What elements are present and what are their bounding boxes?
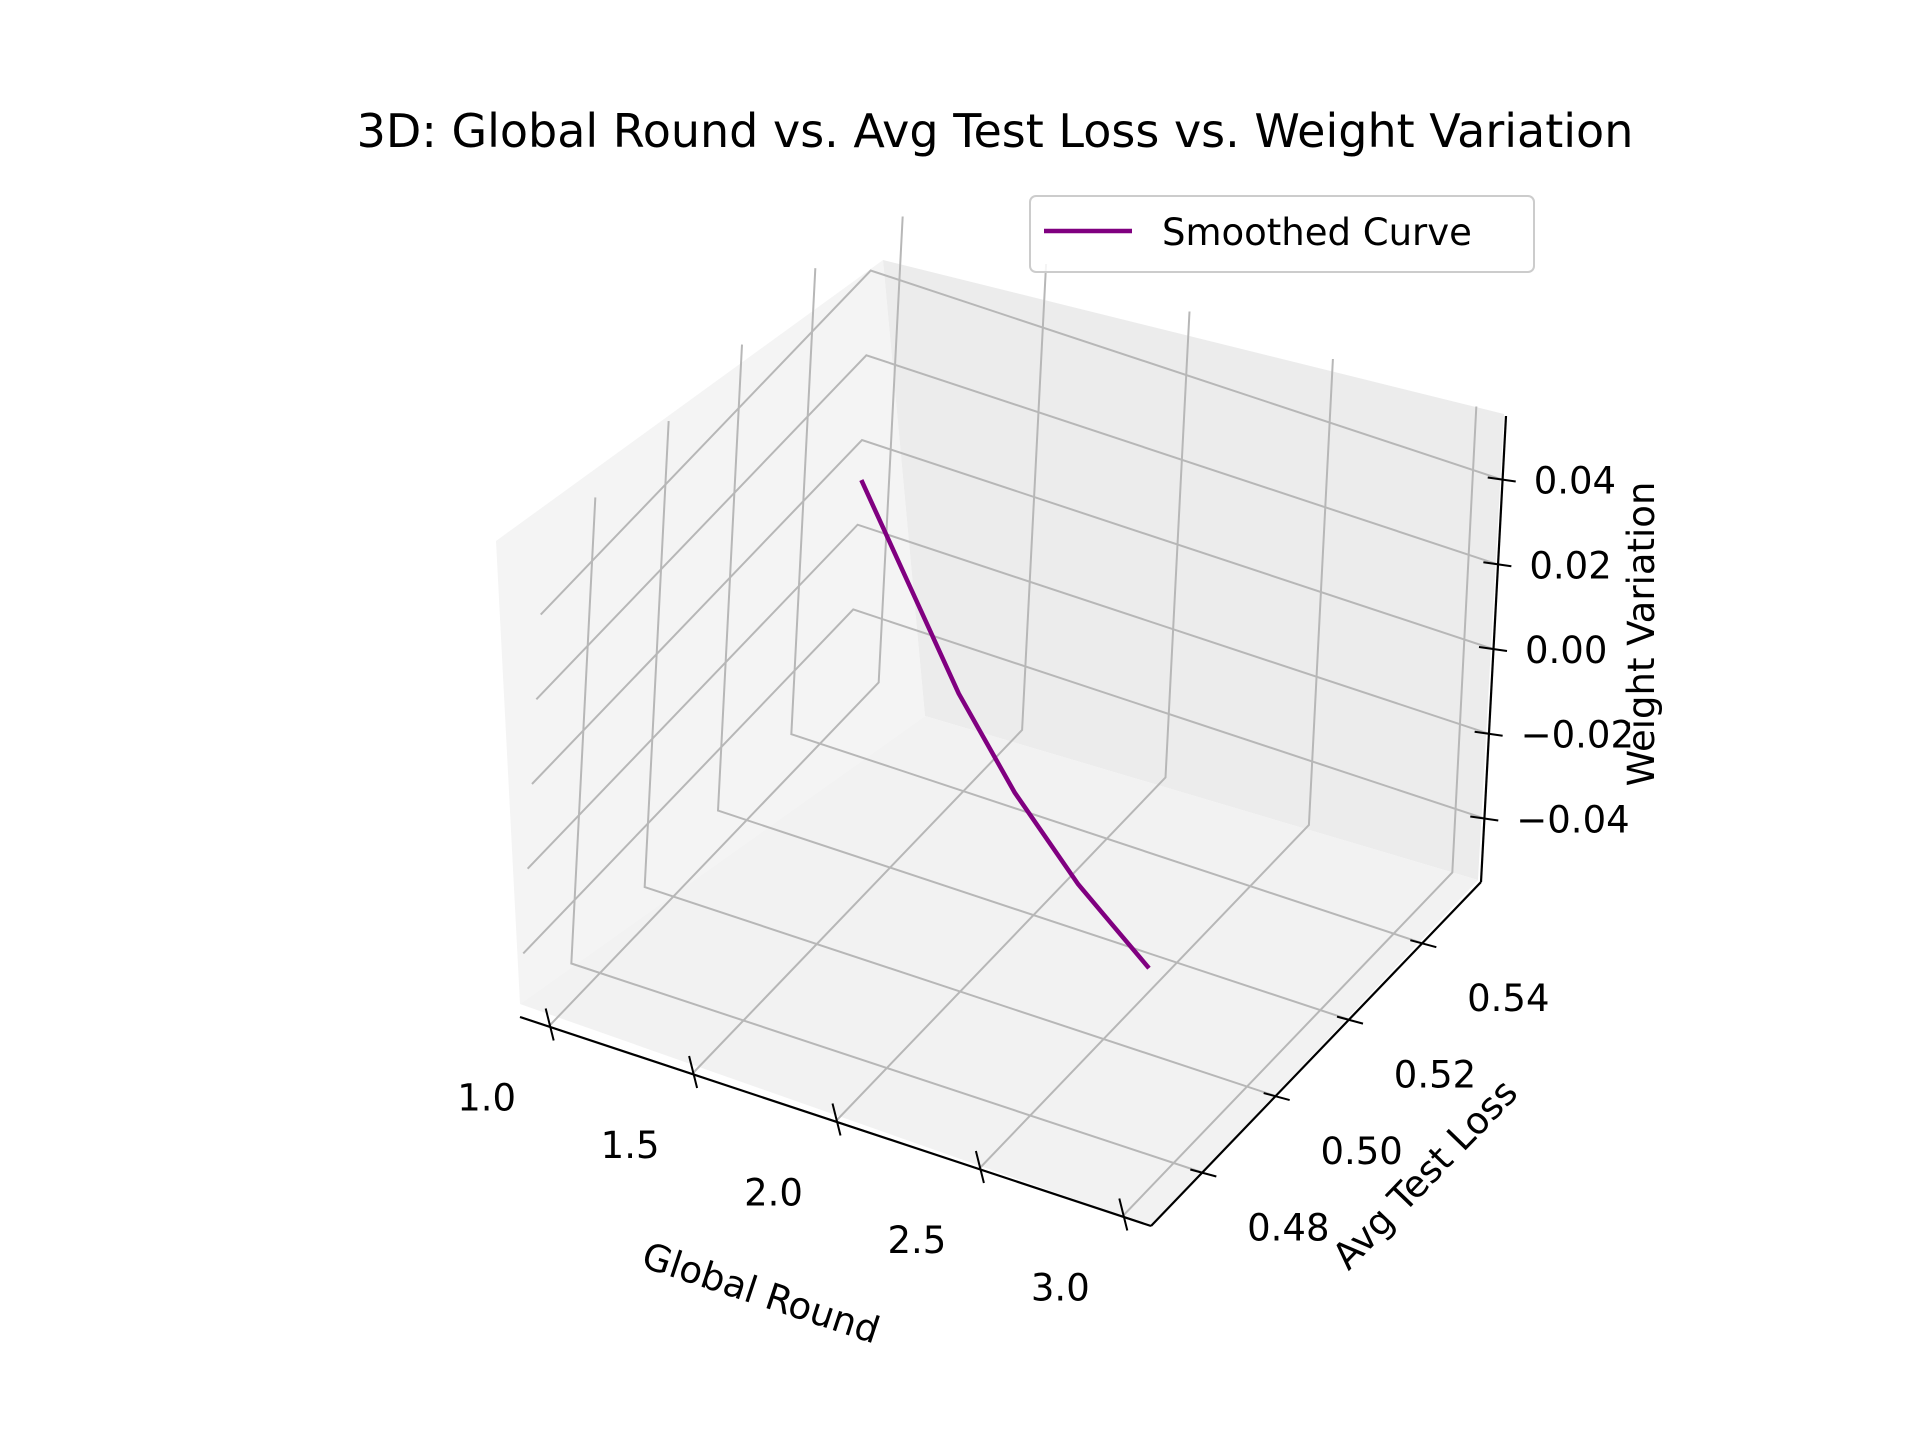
series-layer: [859, 479, 1151, 970]
z-tick: [1483, 561, 1512, 568]
y-tick-label: 0.50: [1320, 1130, 1402, 1173]
series-line: [859, 479, 1151, 970]
z-tick-label: −0.04: [1516, 798, 1629, 841]
legend: Smoothed Curve: [1029, 195, 1535, 273]
grid-line-z: [531, 438, 1494, 785]
grid-line-x: [834, 311, 1191, 1123]
grid-lines: [522, 216, 1503, 1218]
grid-line-y: [790, 268, 1423, 945]
x-tick-label: 1.5: [601, 1124, 660, 1167]
x-tick: [688, 1055, 699, 1089]
x-tick-label: 2.0: [744, 1172, 803, 1215]
x-tick-label: 2.5: [887, 1219, 946, 1262]
x-tick: [831, 1103, 842, 1136]
x-tick: [974, 1150, 985, 1184]
z-axis-label: Weight Variation: [1620, 482, 1663, 787]
chart-title: 3D: Global Round vs. Avg Test Loss vs. W…: [357, 104, 1634, 158]
legend-frame: [1029, 195, 1535, 273]
z-tick: [1487, 476, 1516, 483]
y-tick-label: 0.54: [1467, 977, 1549, 1020]
floor-pane: [520, 716, 1478, 1226]
y-tick: [1410, 939, 1437, 949]
y-axis-line: [1150, 881, 1482, 1227]
grid-line-x: [1121, 406, 1478, 1218]
y-tick-label: 0.52: [1394, 1054, 1476, 1097]
grid-line-z: [522, 608, 1485, 955]
grid-line-x: [978, 358, 1334, 1170]
y-tick-label: 0.48: [1247, 1206, 1329, 1249]
z-tick: [1478, 646, 1508, 652]
x-tick-label: 1.0: [457, 1077, 516, 1120]
tick-labels: 1.0 1.5 2.0 2.5 3.0 0.48 0.50 0.52 0.54 −0.04 −0.0…: [457, 460, 1634, 1310]
z-tick-label: 0.02: [1529, 544, 1611, 587]
z-tick-label: −0.02: [1521, 714, 1634, 757]
x-axis-line: [519, 1015, 1152, 1228]
y-tick: [1336, 1015, 1364, 1025]
x-tick: [544, 1008, 555, 1041]
grid-line-y: [716, 344, 1350, 1021]
x-tick-label: 3.0: [1031, 1267, 1090, 1310]
x-axis-label: Global Round: [637, 1234, 885, 1352]
grid-line-z: [526, 523, 1489, 870]
grid-line-z: [535, 354, 1498, 700]
z-tick-label: 0.04: [1534, 460, 1616, 503]
grid-line-z: [540, 269, 1503, 616]
z-tick-label: 0.00: [1525, 629, 1607, 672]
left-pane: [496, 260, 925, 1004]
grid-line-y: [643, 420, 1276, 1097]
legend-label: Smoothed Curve: [1162, 211, 1472, 254]
y-tick: [1190, 1168, 1217, 1178]
y-axis-label: Avg Test Loss: [1324, 1071, 1526, 1278]
z-tick: [1470, 815, 1499, 822]
grid-line-x: [547, 216, 904, 1028]
z-tick: [1474, 730, 1503, 737]
grid-line-y: [570, 497, 1203, 1174]
axis-ticks: [544, 476, 1516, 1231]
x-tick: [1118, 1198, 1129, 1231]
y-tick: [1263, 1092, 1290, 1102]
grid-line-x: [691, 263, 1048, 1075]
